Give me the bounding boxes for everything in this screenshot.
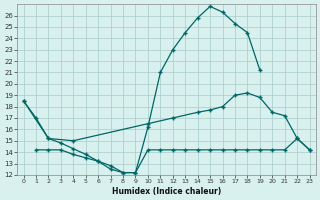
X-axis label: Humidex (Indice chaleur): Humidex (Indice chaleur): [112, 187, 221, 196]
